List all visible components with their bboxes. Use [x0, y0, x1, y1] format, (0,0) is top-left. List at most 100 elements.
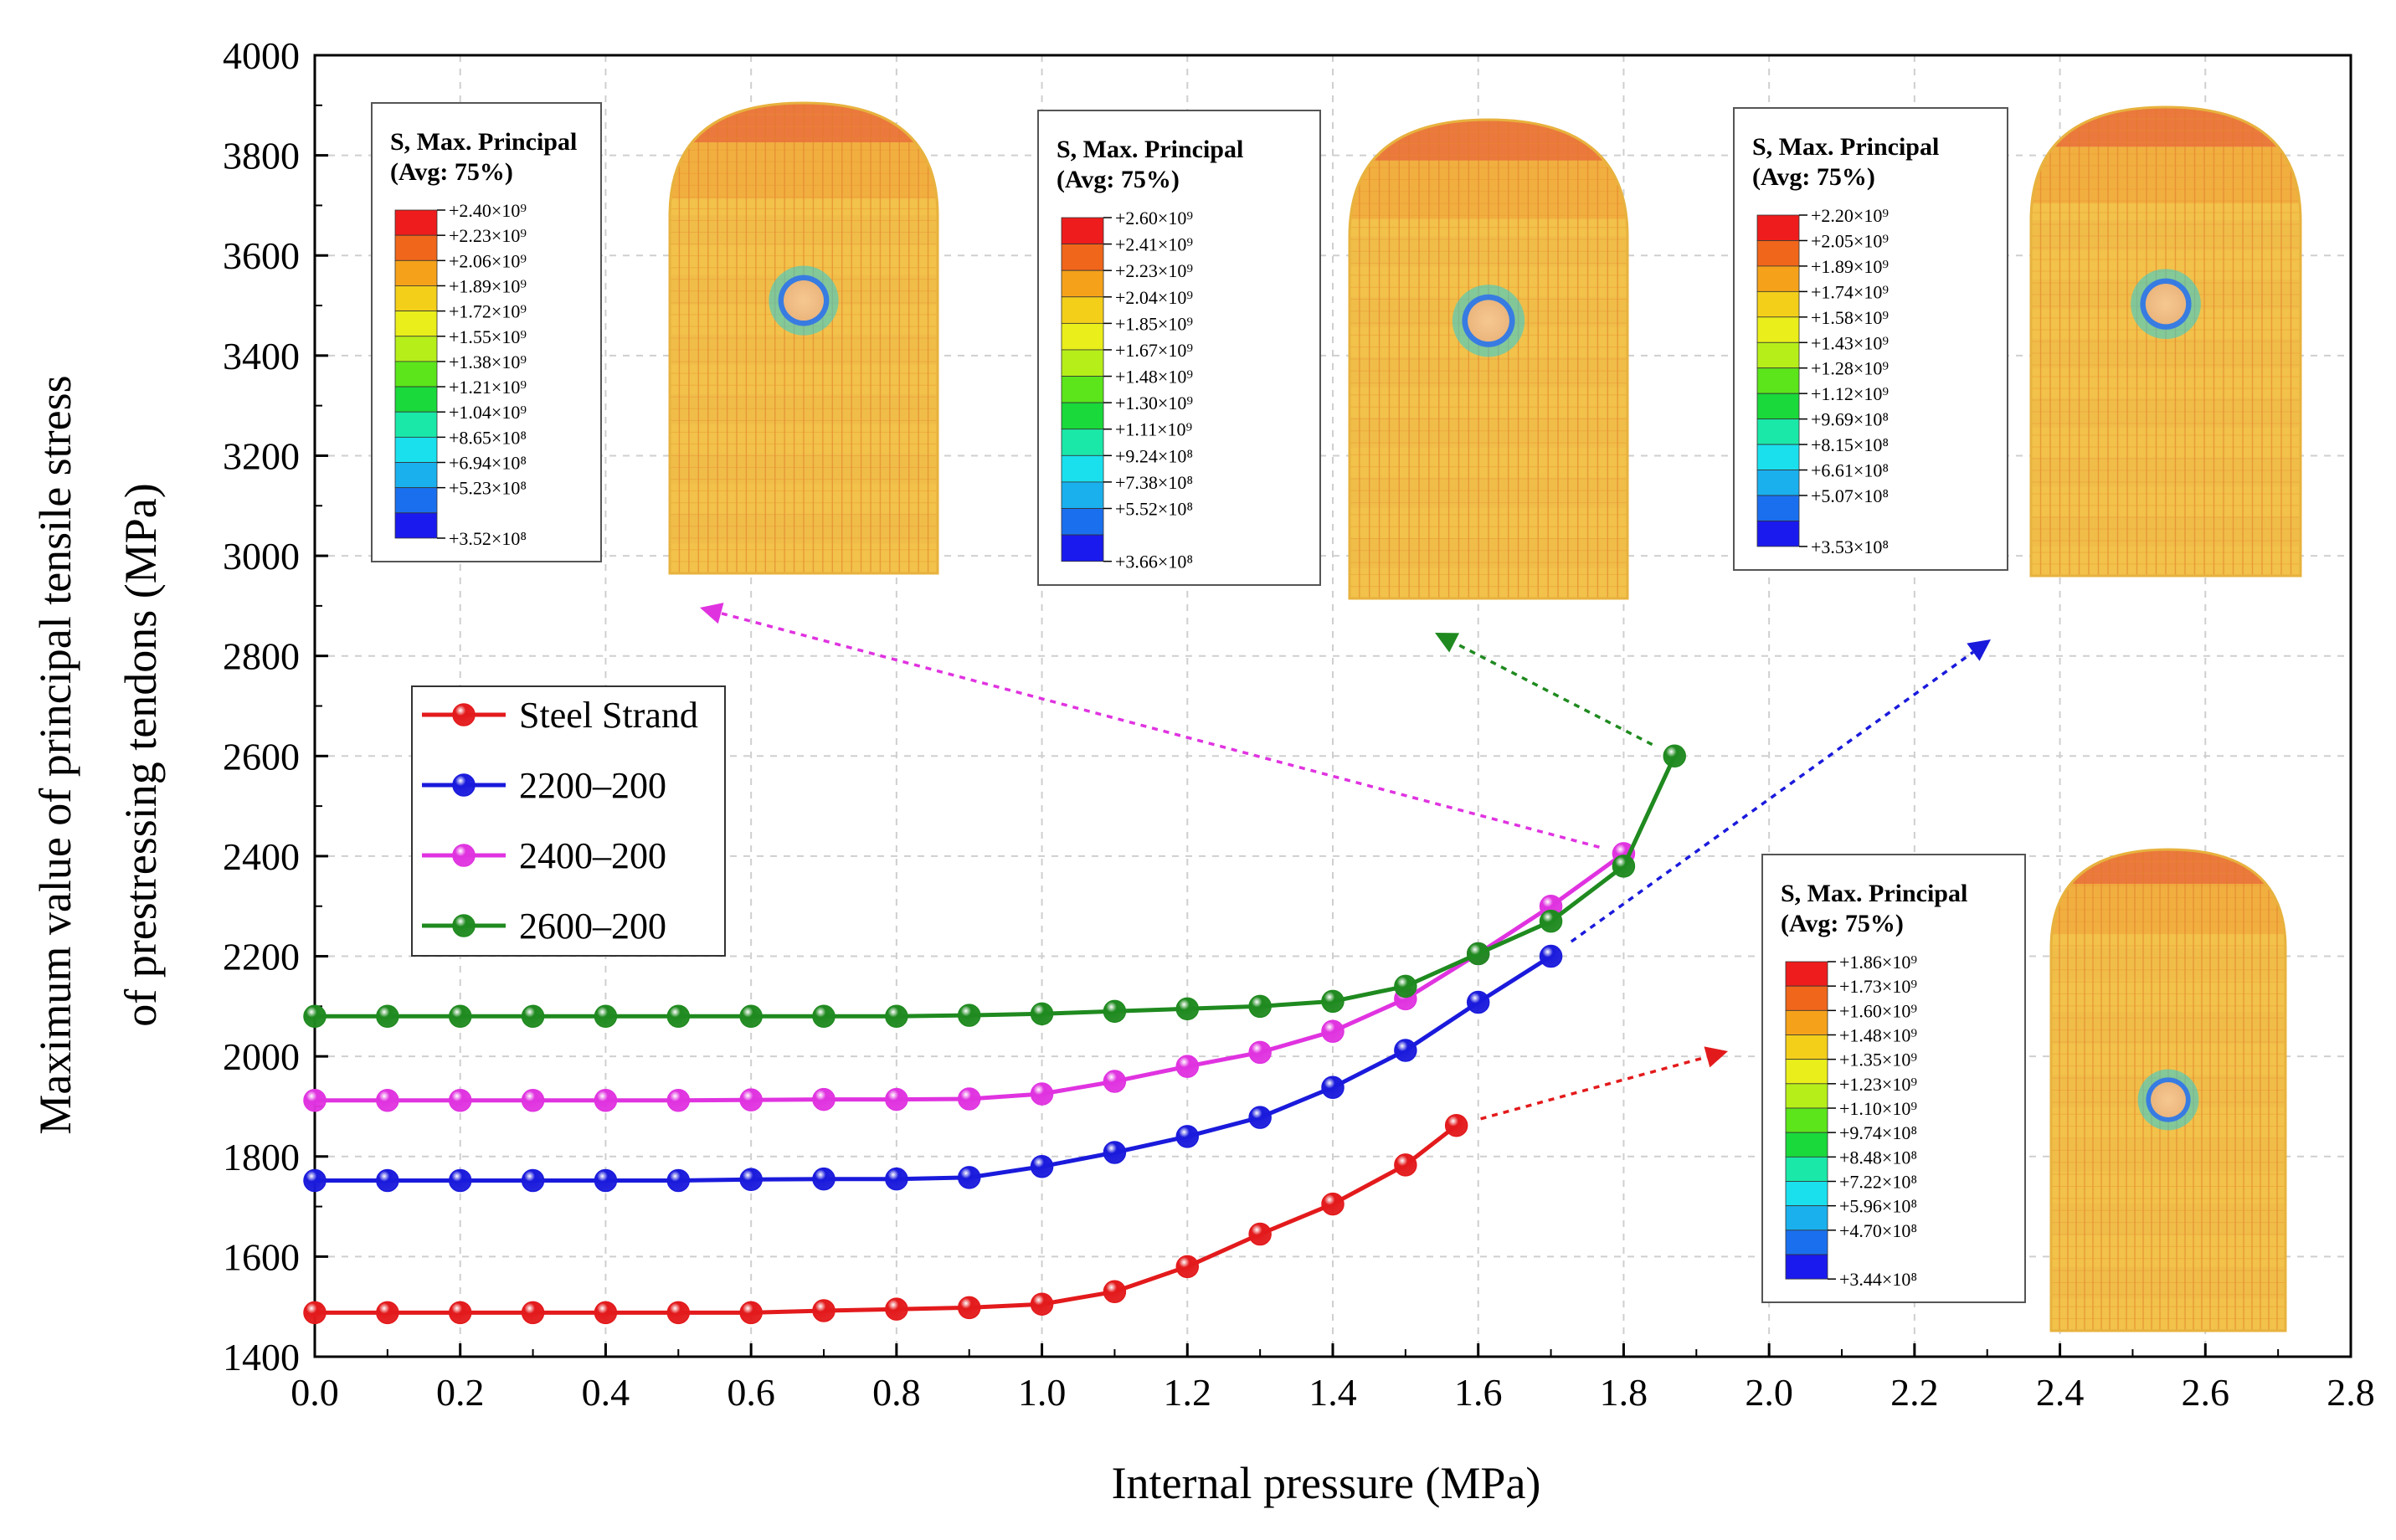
series-layer — [303, 744, 1686, 1325]
legend-marker — [452, 914, 476, 937]
contour-value: +8.65×10⁸ — [449, 427, 527, 448]
data-point — [448, 1301, 472, 1325]
contour-swatch — [394, 259, 438, 286]
contour-swatch — [1785, 1229, 1828, 1255]
contour-legend-title: S, Max. Principal — [1057, 136, 1243, 163]
callout-arrow-line — [1480, 1055, 1708, 1121]
data-point — [957, 1004, 981, 1027]
legend-marker — [452, 844, 476, 867]
contour-swatch — [1785, 1034, 1828, 1060]
legend-label: 2400–200 — [519, 835, 666, 876]
contour-value: +1.10×10⁹ — [1839, 1098, 1917, 1119]
contour-value: +1.38×10⁹ — [449, 352, 527, 372]
vessel-outline — [1348, 118, 1629, 600]
contour-value: +2.60×10⁹ — [1115, 208, 1193, 228]
data-point — [1394, 1153, 1417, 1177]
contour-swatch — [1785, 1205, 1828, 1231]
contour-swatch — [1785, 1156, 1828, 1182]
y-tick-label: 3800 — [223, 135, 300, 177]
data-point — [521, 1168, 545, 1193]
legend-label: 2200–200 — [519, 765, 666, 806]
data-point — [885, 1167, 908, 1191]
contour-value: +5.96×10⁸ — [1839, 1196, 1917, 1217]
contour-insets: S, Max. Principal(Avg: 75%)+2.40×10⁹+2.2… — [371, 101, 2302, 1332]
contour-value: +1.74×10⁹ — [1811, 281, 1889, 302]
data-point — [739, 1004, 763, 1029]
contour-swatch — [394, 462, 438, 489]
contour-value: +2.41×10⁹ — [1115, 234, 1193, 255]
contour-legend-subtitle: (Avg: 75%) — [1057, 166, 1180, 193]
contour-value: +8.15×10⁸ — [1811, 434, 1889, 455]
opening — [784, 280, 824, 321]
contour-swatch — [1785, 1254, 1828, 1280]
data-point — [1030, 1154, 1054, 1178]
data-point — [666, 1089, 691, 1112]
contour-swatch — [1756, 240, 1800, 267]
contour-swatch — [394, 487, 438, 514]
data-point — [1466, 942, 1490, 966]
contour-value: +1.48×10⁹ — [1839, 1025, 1917, 1046]
contour-swatch — [1785, 1132, 1828, 1158]
series-line — [315, 755, 1677, 1019]
data-point — [1103, 1141, 1127, 1164]
legend: Steel Strand 2200–200 2400–200 2600–200 — [411, 685, 726, 957]
contour-legend-subtitle: (Avg: 75%) — [1781, 910, 1904, 937]
data-point — [1175, 997, 1200, 1021]
legend-entry-4: 2600–200 — [422, 906, 666, 947]
contour-swatch — [1061, 376, 1104, 403]
contour-swatch — [1785, 961, 1828, 987]
data-point — [1030, 1082, 1054, 1106]
contour-legend-title: S, Max. Principal — [1752, 133, 1939, 161]
data-point — [812, 1004, 836, 1029]
contour-value: +1.89×10⁹ — [1811, 256, 1889, 277]
data-point — [1663, 744, 1686, 768]
vessel-contour-image — [668, 101, 939, 575]
contour-swatch — [1785, 985, 1828, 1011]
contour-inset-2400: S, Max. Principal(Avg: 75%) +2.40×10⁹ +2.2… — [371, 101, 939, 575]
data-point — [1248, 994, 1272, 1019]
data-point — [521, 1301, 545, 1325]
contour-swatch — [1756, 367, 1800, 394]
contour-swatch — [1061, 429, 1104, 456]
callout-arrow-head — [1967, 639, 1991, 661]
data-point — [376, 1168, 399, 1193]
data-point — [1103, 1070, 1127, 1093]
contour-swatch — [1061, 322, 1104, 351]
data-point — [376, 1089, 399, 1112]
data-point — [812, 1299, 836, 1322]
data-point — [1394, 974, 1417, 998]
contour-value: +3.52×10⁸ — [449, 528, 527, 549]
contour-value: +1.58×10⁹ — [1811, 307, 1889, 328]
contour-swatch — [1756, 418, 1800, 445]
contour-value: +6.94×10⁸ — [449, 453, 527, 474]
x-tick-label: 0.6 — [727, 1371, 775, 1414]
data-point — [303, 1004, 326, 1029]
contour-swatch — [394, 311, 438, 337]
data-point — [1394, 1039, 1417, 1062]
contour-value: +1.21×10⁹ — [449, 377, 527, 398]
contour-swatch — [1756, 265, 1800, 292]
y-tick-label: 1400 — [223, 1336, 300, 1378]
contour-value: +1.86×10⁹ — [1839, 952, 1917, 973]
data-point — [666, 1004, 691, 1029]
contour-value: +9.74×10⁸ — [1839, 1122, 1917, 1143]
opening — [2151, 1082, 2186, 1117]
contour-value: +1.72×10⁹ — [449, 301, 527, 322]
contour-value: +6.61×10⁸ — [1811, 460, 1889, 481]
x-tick-label: 2.8 — [2327, 1371, 2375, 1414]
data-point — [448, 1168, 472, 1193]
data-point — [957, 1087, 981, 1111]
opening — [2145, 284, 2187, 325]
contour-swatch — [1756, 470, 1800, 496]
y-tick-label: 2000 — [223, 1035, 300, 1078]
contour-swatch — [1061, 534, 1104, 562]
contour-swatch — [1785, 1009, 1828, 1035]
contour-swatch — [1061, 296, 1104, 324]
contour-value: +7.22×10⁸ — [1839, 1172, 1917, 1193]
data-point — [521, 1004, 545, 1029]
contour-value: +2.20×10⁹ — [1811, 205, 1889, 226]
legend-entry-3: 2400–200 — [422, 835, 666, 876]
contour-value: +5.52×10⁸ — [1115, 499, 1193, 520]
y-tick-label: 2600 — [223, 735, 300, 778]
